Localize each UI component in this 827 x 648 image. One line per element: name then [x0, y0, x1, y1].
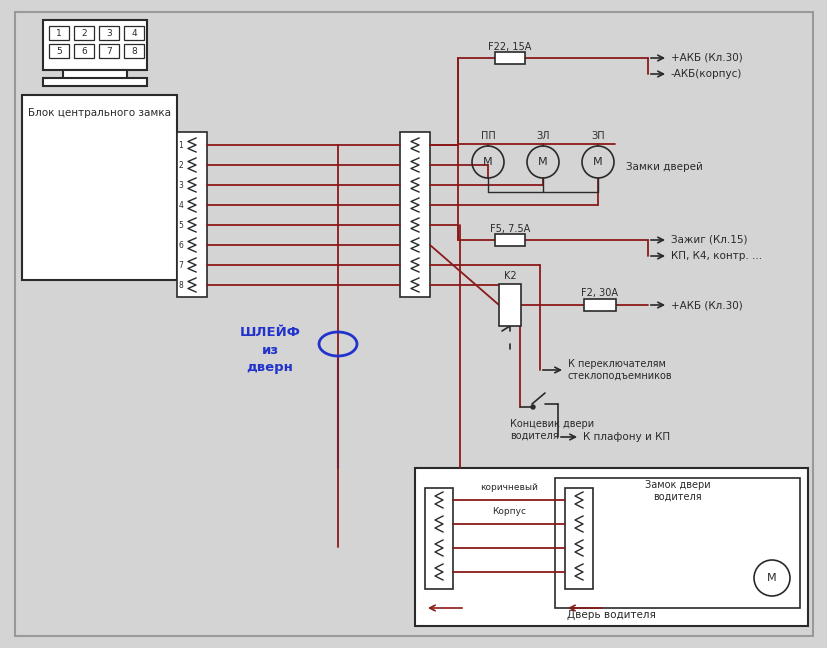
- Text: ЗП: ЗП: [590, 131, 604, 141]
- Bar: [49, 44, 69, 58]
- Bar: [499, 284, 520, 326]
- Text: 8: 8: [179, 281, 183, 290]
- Text: F2, 30A: F2, 30A: [581, 288, 618, 298]
- Text: Концевик двери
водителя: Концевик двери водителя: [509, 419, 594, 441]
- Circle shape: [530, 405, 534, 409]
- Text: +АКБ (Кл.30): +АКБ (Кл.30): [670, 53, 742, 63]
- Text: -АКБ(корпус): -АКБ(корпус): [670, 69, 742, 79]
- Text: Корпус: Корпус: [491, 507, 525, 516]
- Text: 3: 3: [179, 181, 184, 189]
- Bar: [74, 26, 94, 40]
- Text: Замки дверей: Замки дверей: [625, 162, 702, 172]
- Text: M: M: [483, 157, 492, 167]
- Text: К плафону и КП: К плафону и КП: [582, 432, 669, 442]
- Text: К переключателям
стеклоподъемников: К переключателям стеклоподъемников: [567, 359, 672, 381]
- Text: 6: 6: [179, 240, 184, 249]
- Text: Зажиг (Кл.15): Зажиг (Кл.15): [670, 235, 747, 245]
- Bar: [554, 478, 799, 608]
- Text: 7: 7: [106, 47, 112, 56]
- Bar: [22, 95, 177, 280]
- Text: K2: K2: [503, 271, 516, 281]
- Text: ПП: ПП: [480, 131, 495, 141]
- Bar: [495, 52, 524, 64]
- Bar: [99, 44, 119, 58]
- Text: 5: 5: [179, 220, 184, 229]
- Text: M: M: [767, 573, 776, 583]
- Bar: [49, 26, 69, 40]
- Bar: [124, 26, 144, 40]
- Text: 8: 8: [131, 47, 136, 56]
- Text: коричневый: коричневый: [480, 483, 538, 492]
- Text: +АКБ (Кл.30): +АКБ (Кл.30): [670, 300, 742, 310]
- Bar: [583, 299, 615, 311]
- Bar: [495, 234, 524, 246]
- Text: 3: 3: [106, 29, 112, 38]
- Bar: [564, 488, 592, 589]
- Text: 1: 1: [179, 141, 183, 150]
- Text: Замок двери
водителя: Замок двери водителя: [644, 480, 710, 502]
- Text: Дверь водителя: Дверь водителя: [566, 610, 655, 620]
- Text: M: M: [538, 157, 547, 167]
- Bar: [43, 20, 147, 70]
- Bar: [414, 468, 807, 626]
- Text: 2: 2: [179, 161, 183, 170]
- Bar: [63, 70, 127, 80]
- Bar: [177, 132, 207, 297]
- Bar: [74, 44, 94, 58]
- Text: 5: 5: [56, 47, 62, 56]
- Text: F5, 7.5A: F5, 7.5A: [490, 224, 529, 234]
- Text: 7: 7: [179, 260, 184, 270]
- Text: КП, К4, контр. ...: КП, К4, контр. ...: [670, 251, 761, 261]
- Text: 2: 2: [81, 29, 87, 38]
- Text: F22, 15A: F22, 15A: [488, 42, 531, 52]
- Text: 4: 4: [131, 29, 136, 38]
- Bar: [424, 488, 452, 589]
- Bar: [43, 78, 147, 86]
- Text: 4: 4: [179, 200, 184, 209]
- Text: Блок центрального замка: Блок центрального замка: [28, 108, 171, 118]
- Bar: [99, 26, 119, 40]
- Bar: [124, 44, 144, 58]
- Bar: [399, 132, 429, 297]
- Text: 1: 1: [56, 29, 62, 38]
- Text: ШЛЕЙФ
из
дверн: ШЛЕЙФ из дверн: [239, 327, 300, 373]
- Text: ЗЛ: ЗЛ: [536, 131, 549, 141]
- Text: 6: 6: [81, 47, 87, 56]
- Text: M: M: [592, 157, 602, 167]
